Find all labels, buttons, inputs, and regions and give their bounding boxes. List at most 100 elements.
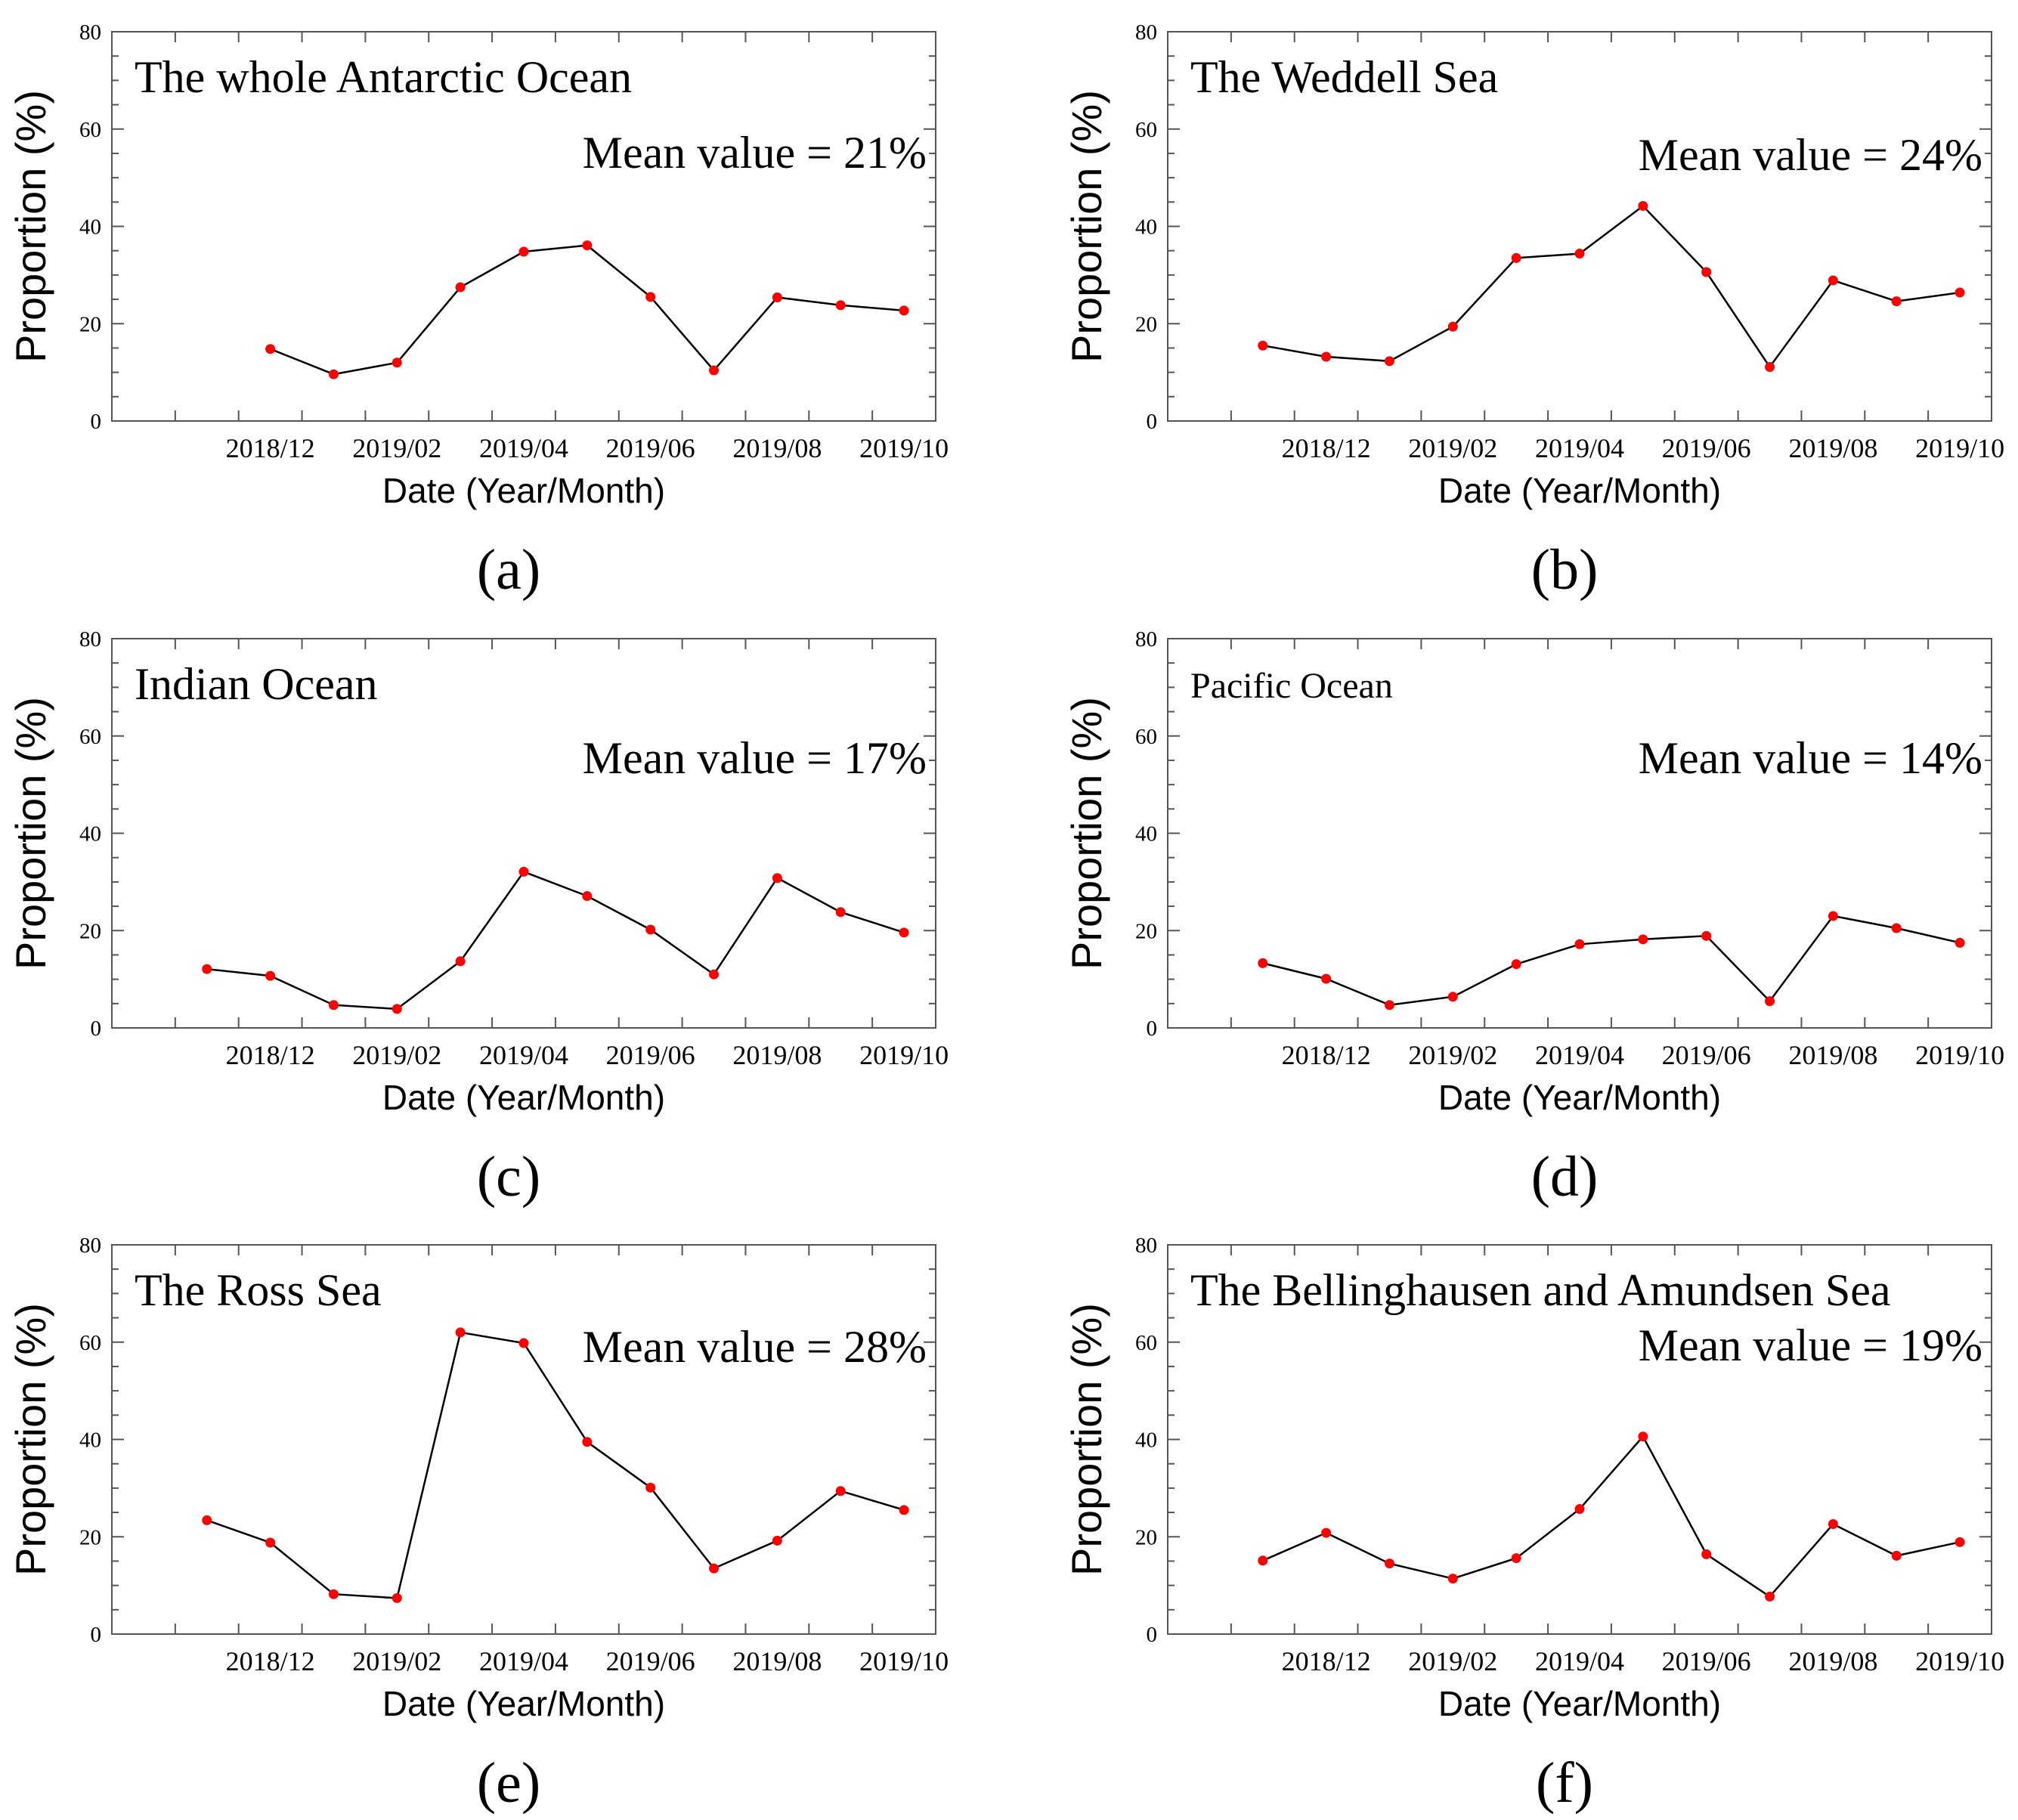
x-tick-label: 2019/06 bbox=[1662, 433, 1751, 463]
x-tick-label: 2018/12 bbox=[1282, 1646, 1371, 1676]
x-tick-label: 2018/12 bbox=[226, 433, 315, 463]
y-tick-label: 20 bbox=[1135, 919, 1157, 943]
y-tick-label: 80 bbox=[79, 20, 101, 45]
data-point bbox=[1955, 287, 1965, 298]
y-tick-label: 0 bbox=[1147, 1017, 1158, 1041]
data-point bbox=[709, 1563, 720, 1574]
data-point bbox=[1765, 996, 1775, 1007]
data-point bbox=[202, 964, 212, 974]
data-point bbox=[265, 1537, 276, 1548]
x-tick-label: 2019/08 bbox=[732, 1040, 822, 1070]
y-tick-label: 0 bbox=[91, 1017, 102, 1041]
x-axis-label: Date (Year/Month) bbox=[1438, 1684, 1721, 1723]
mean-value-annotation: Mean value = 17% bbox=[583, 733, 927, 783]
y-axis-label: Proportion (%) bbox=[7, 90, 54, 363]
data-point bbox=[772, 1535, 782, 1546]
x-axis-label: Date (Year/Month) bbox=[382, 1078, 665, 1117]
x-tick-label: 2019/06 bbox=[1662, 1040, 1751, 1070]
y-tick-label: 60 bbox=[1135, 1331, 1157, 1355]
x-tick-label: 2019/02 bbox=[1408, 1646, 1497, 1676]
chart-panel-e: 0 20 40 60 80 2018/12 2019/02 2019/04 2019/06 201… bbox=[7, 1233, 949, 1815]
data-point bbox=[1891, 923, 1902, 933]
chart-panel-b: 0 20 40 60 80 2018/12 2019/02 2019/04 2019/06 201… bbox=[1063, 20, 2004, 602]
data-point bbox=[582, 1437, 593, 1447]
y-tick-label: 40 bbox=[1135, 1428, 1157, 1453]
region-title: The Bellinghausen and Amundsen Sea bbox=[1190, 1265, 1890, 1315]
x-tick-label: 2019/06 bbox=[606, 1040, 695, 1070]
panel-label: (c) bbox=[477, 1145, 540, 1209]
data-point bbox=[265, 970, 276, 981]
x-tick-label: 2019/06 bbox=[606, 433, 695, 463]
data-point bbox=[328, 369, 339, 379]
data-point bbox=[1258, 340, 1268, 351]
data-point bbox=[899, 927, 909, 938]
y-tick-label: 80 bbox=[1135, 1233, 1157, 1258]
chart-panel-c: 0 20 40 60 80 2018/12 2019/02 2019/04 2019/06 201… bbox=[7, 627, 949, 1209]
x-axis-label: Date (Year/Month) bbox=[1438, 471, 1721, 510]
y-axis-label: Proportion (%) bbox=[7, 697, 54, 970]
x-tick-label: 2019/10 bbox=[859, 433, 949, 463]
x-tick-label: 2019/04 bbox=[1535, 433, 1624, 463]
data-point bbox=[835, 907, 846, 918]
mean-value-annotation: Mean value = 21% bbox=[583, 128, 927, 178]
x-axis-label: Date (Year/Month) bbox=[1438, 1078, 1721, 1117]
data-point bbox=[1701, 930, 1712, 941]
mean-value-annotation: Mean value = 14% bbox=[1639, 733, 1982, 783]
series-line bbox=[270, 244, 905, 376]
data-point bbox=[1384, 1558, 1394, 1569]
data-point bbox=[582, 240, 593, 251]
data-point bbox=[1321, 1528, 1332, 1538]
y-tick-label: 60 bbox=[1135, 725, 1157, 749]
data-point bbox=[1955, 937, 1965, 948]
data-point bbox=[709, 365, 720, 376]
data-point bbox=[1447, 992, 1458, 1002]
data-point bbox=[645, 1482, 656, 1493]
data-point bbox=[1638, 1432, 1648, 1442]
data-point bbox=[455, 1327, 466, 1338]
y-axis-label: Proportion (%) bbox=[7, 1303, 54, 1576]
data-point bbox=[1511, 252, 1521, 263]
x-tick-label: 2019/08 bbox=[1788, 1040, 1877, 1070]
panel-label: (f) bbox=[1536, 1751, 1593, 1815]
chart-panel-f: 0 20 40 60 80 2018/12 2019/02 2019/04 2019/06 201… bbox=[1063, 1233, 2004, 1815]
series-line bbox=[1262, 204, 1961, 369]
data-point bbox=[772, 873, 782, 884]
data-point bbox=[645, 292, 656, 302]
y-tick-label: 80 bbox=[1135, 627, 1157, 652]
x-tick-label: 2019/10 bbox=[1915, 1646, 2004, 1676]
data-point bbox=[582, 891, 593, 902]
y-tick-label: 40 bbox=[1135, 215, 1157, 240]
panel-label: (a) bbox=[477, 538, 540, 602]
x-axis-label: Date (Year/Month) bbox=[382, 471, 665, 510]
y-axis-label: Proportion (%) bbox=[1063, 1303, 1110, 1576]
x-tick-label: 2018/12 bbox=[226, 1646, 315, 1676]
data-point bbox=[1638, 200, 1648, 211]
x-tick-label: 2018/12 bbox=[1282, 433, 1371, 463]
y-tick-label: 20 bbox=[1135, 1525, 1157, 1549]
data-point bbox=[1574, 939, 1585, 949]
data-point bbox=[1955, 1537, 1965, 1547]
data-point bbox=[1828, 1519, 1838, 1530]
y-tick-label: 80 bbox=[1135, 20, 1157, 45]
y-tick-label: 20 bbox=[79, 312, 101, 336]
x-tick-label: 2019/08 bbox=[732, 1646, 822, 1676]
x-tick-label: 2019/04 bbox=[1535, 1646, 1624, 1676]
x-tick-label: 2019/10 bbox=[859, 1646, 949, 1676]
data-point bbox=[1701, 1549, 1712, 1559]
panel-label: (d) bbox=[1531, 1145, 1599, 1209]
data-point bbox=[1891, 1550, 1902, 1561]
mean-value-annotation: Mean value = 24% bbox=[1639, 130, 1982, 180]
data-point bbox=[899, 305, 909, 316]
mean-value-annotation: Mean value = 28% bbox=[583, 1322, 927, 1372]
series-line bbox=[206, 870, 905, 1011]
x-axis-label: Date (Year/Month) bbox=[382, 1684, 665, 1723]
region-title: The whole Antarctic Ocean bbox=[135, 52, 632, 102]
data-point bbox=[202, 1515, 212, 1525]
data-point bbox=[1384, 356, 1394, 367]
chart-panel-d: 0 20 40 60 80 2018/12 2019/02 2019/04 2019/06 201… bbox=[1063, 627, 2004, 1209]
data-point bbox=[1828, 275, 1838, 286]
x-tick-label: 2018/12 bbox=[1282, 1040, 1371, 1070]
y-tick-label: 80 bbox=[79, 1233, 101, 1258]
x-tick-label: 2019/10 bbox=[859, 1040, 949, 1070]
y-tick-label: 20 bbox=[79, 919, 101, 943]
